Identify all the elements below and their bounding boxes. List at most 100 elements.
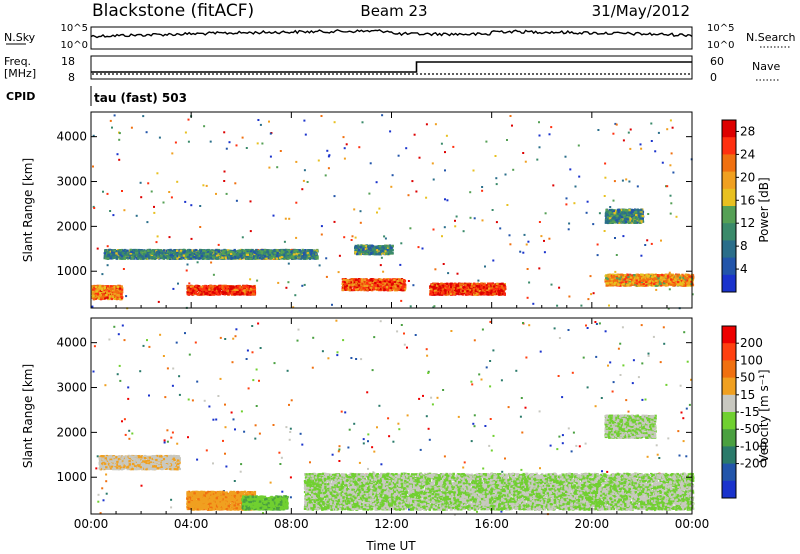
echo-cell <box>209 293 212 296</box>
echo-cell <box>92 298 96 301</box>
echo-cell <box>439 283 442 286</box>
scatter-cell <box>102 190 104 193</box>
echo-cell <box>227 291 231 294</box>
scatter-cell <box>145 131 148 134</box>
scatter-cell <box>378 207 381 210</box>
echo-cell <box>230 287 233 290</box>
echo-cell <box>113 292 116 295</box>
scatter-cell <box>417 246 420 249</box>
scatter-cell <box>532 302 535 305</box>
echo-cell <box>235 285 238 288</box>
scatter-cell <box>407 194 410 197</box>
scatter-cell <box>241 236 244 239</box>
echo-cell <box>351 284 354 287</box>
echo-cell <box>495 282 499 285</box>
scatter-cell <box>320 115 323 117</box>
scatter-cell <box>142 115 145 118</box>
echo-cell <box>392 280 395 283</box>
echo-cell <box>372 288 375 291</box>
scatter-cell <box>345 143 348 146</box>
echo-cell <box>385 283 388 286</box>
echo-cell <box>217 288 220 291</box>
scatter-cell <box>272 214 275 217</box>
scatter-cell <box>577 144 580 147</box>
echo-cell <box>205 291 209 294</box>
scatter-cell <box>522 152 525 154</box>
scatter-cell <box>512 168 515 171</box>
scatter-cell <box>661 161 664 164</box>
echo-cell <box>368 284 371 287</box>
scatter-cell <box>433 305 436 308</box>
scatter-cell <box>146 221 149 224</box>
echo-cell <box>117 290 120 293</box>
scatter-cell <box>234 182 237 185</box>
echo-cell <box>358 288 361 291</box>
scatter-cell <box>292 306 295 309</box>
echo-cell <box>498 290 501 293</box>
echo-cell <box>465 286 468 289</box>
scatter-cell <box>150 190 153 193</box>
echo-cell <box>99 296 102 299</box>
scatter-cell <box>361 121 364 124</box>
scatter-cell <box>660 239 662 242</box>
echo-cell <box>219 287 223 290</box>
echo-cell <box>224 292 228 295</box>
echo-cell <box>493 292 496 295</box>
scatter-cell <box>294 294 297 297</box>
scatter-cell <box>564 155 567 158</box>
scatter-cell <box>135 214 138 217</box>
echo-cell <box>397 283 400 286</box>
scatter-cell <box>235 199 238 202</box>
echo-cell <box>349 286 352 289</box>
scatter-cell <box>603 195 606 197</box>
echo-cell <box>360 280 364 283</box>
echo-cell <box>372 286 375 289</box>
scatter-cell <box>285 286 288 289</box>
scatter-cell <box>92 205 95 208</box>
scatter-cell <box>586 200 589 203</box>
scatter-cell <box>587 298 590 301</box>
echo-cell <box>187 288 190 291</box>
scatter-cell <box>212 273 215 276</box>
scatter-cell <box>153 205 155 208</box>
echo-cell <box>378 280 382 283</box>
scatter-cell <box>538 267 541 270</box>
scatter-cell <box>303 119 306 122</box>
echo-cell <box>457 286 460 289</box>
echo-cell <box>200 293 203 296</box>
scatter-cell <box>550 283 553 286</box>
echo-cell <box>341 281 345 284</box>
scatter-cell <box>523 233 526 236</box>
echo-cell <box>252 292 255 295</box>
scatter-cell <box>257 119 260 121</box>
echo-cell <box>242 289 245 293</box>
echo-cell <box>366 286 369 289</box>
scatter-cell <box>580 304 583 307</box>
scatter-cell <box>538 146 541 149</box>
echo-cell <box>115 287 118 290</box>
echo-cell <box>449 282 453 285</box>
scatter-cell <box>359 221 362 224</box>
echo-cell <box>98 284 102 287</box>
echo-cell <box>92 296 95 299</box>
echo-cell <box>107 291 110 294</box>
echo-cell <box>196 287 199 291</box>
echo-cell <box>379 285 382 288</box>
echo-cell <box>249 291 252 294</box>
scatter-cell <box>481 219 484 222</box>
scatter-cell <box>604 162 607 165</box>
scatter-cell <box>358 146 361 149</box>
echo-cell <box>490 289 493 292</box>
echo-cell <box>111 294 114 297</box>
scatter-cell <box>590 293 593 296</box>
scatter-cell <box>506 204 509 206</box>
scatter-cell <box>494 155 497 157</box>
echo-cell <box>211 291 215 294</box>
scatter-cell <box>400 242 403 245</box>
scatter-cell <box>118 158 121 161</box>
echo-cell <box>402 280 405 283</box>
echo-cell <box>379 287 382 290</box>
echo-cell <box>469 293 473 296</box>
scatter-cell <box>210 261 213 264</box>
scatter-cell <box>608 304 610 307</box>
